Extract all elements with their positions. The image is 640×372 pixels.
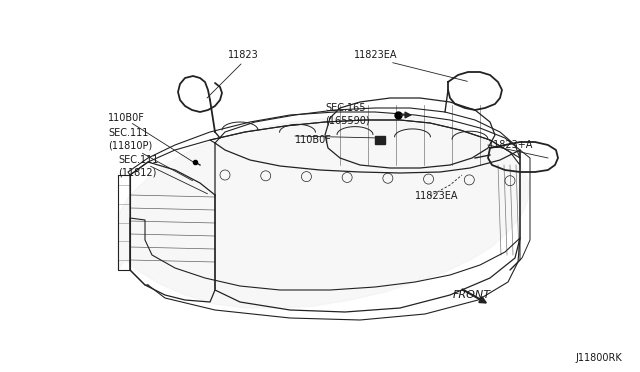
Polygon shape bbox=[118, 115, 530, 308]
Text: 11823: 11823 bbox=[228, 50, 259, 60]
Text: FRONT: FRONT bbox=[453, 290, 491, 300]
FancyBboxPatch shape bbox=[375, 136, 385, 144]
Text: SEC.111: SEC.111 bbox=[118, 155, 158, 165]
Text: 11823EA: 11823EA bbox=[355, 50, 397, 60]
Text: 110B0F: 110B0F bbox=[108, 113, 145, 123]
Text: J11800RK: J11800RK bbox=[575, 353, 622, 363]
Text: 11823EA: 11823EA bbox=[415, 191, 458, 201]
Text: (11812): (11812) bbox=[118, 167, 156, 177]
Text: SEC.111: SEC.111 bbox=[108, 128, 148, 138]
Text: (11810P): (11810P) bbox=[108, 140, 152, 150]
Text: 11823+A: 11823+A bbox=[488, 140, 533, 150]
Text: (165590): (165590) bbox=[325, 115, 370, 125]
Text: 110B0F: 110B0F bbox=[295, 135, 332, 145]
Text: SEC.165: SEC.165 bbox=[325, 103, 365, 113]
